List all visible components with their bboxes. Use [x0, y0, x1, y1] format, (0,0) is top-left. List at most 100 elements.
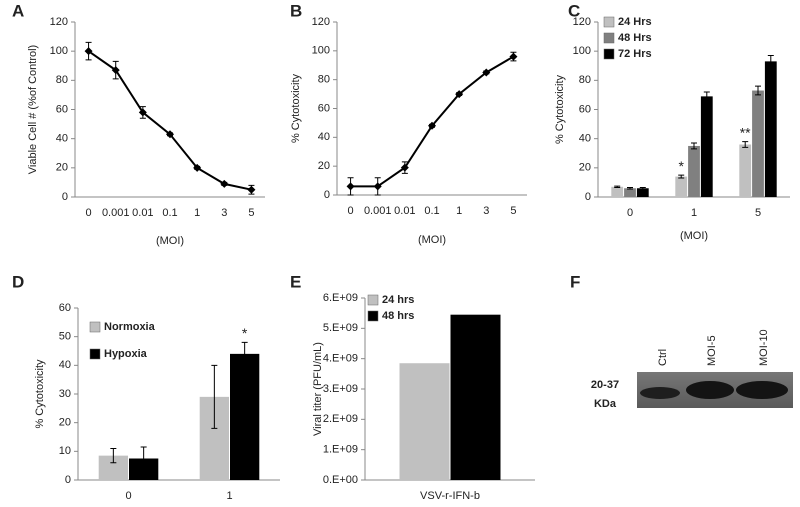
bar [675, 176, 688, 197]
legend-label: 24 Hrs [618, 16, 652, 28]
legend-swatch [603, 16, 615, 28]
marker [373, 182, 382, 191]
panel-label: B [290, 1, 302, 20]
panel-label: F [570, 272, 580, 291]
y-tick-label: 60 [56, 103, 68, 115]
error-bar [678, 174, 685, 179]
blot-band [686, 381, 734, 399]
error-bar [211, 364, 218, 429]
y-tick-label: 60 [318, 102, 330, 114]
y-tick-label: 0 [62, 191, 68, 203]
y-tick-label: 0.E+00 [323, 474, 358, 486]
error-bar [691, 142, 697, 150]
bar [764, 61, 777, 197]
x-tick-label: 0.1 [162, 207, 177, 219]
legend-swatch [603, 32, 615, 44]
panel-label: C [568, 1, 580, 20]
x-tick-label: 5 [248, 207, 254, 219]
y-tick-label: 50 [59, 331, 71, 343]
y-tick-label: 120 [312, 16, 330, 28]
bar [700, 96, 713, 197]
bar [636, 188, 649, 197]
y-tick-label: 80 [318, 74, 330, 86]
y-axis-label: Viable Cell # (%of Control) [27, 45, 39, 174]
y-tick-label: 120 [573, 16, 591, 28]
legend-label: 48 Hrs [618, 32, 652, 44]
marker [455, 90, 464, 99]
legend-label: Normoxia [104, 321, 156, 333]
y-tick-label: 100 [573, 45, 591, 57]
marker-label: 20-37 [591, 379, 619, 391]
x-tick-label: 1 [194, 207, 200, 219]
panel-label: A [12, 1, 24, 20]
lane-label: MOI-5 [706, 335, 718, 366]
y-tick-label: 80 [579, 74, 591, 86]
annotation: * [242, 325, 248, 341]
y-tick-label: 0 [585, 191, 591, 203]
marker [247, 185, 256, 194]
y-tick-label: 3.E+09 [323, 383, 358, 395]
y-axis-label: % Cytotoxicity [290, 73, 302, 143]
y-tick-label: 20 [56, 162, 68, 174]
y-tick-label: 40 [59, 359, 71, 371]
x-tick-label: 1 [691, 207, 697, 219]
y-tick-label: 0 [324, 189, 330, 201]
marker [138, 108, 147, 117]
x-tick-label: VSV-r-IFN-b [420, 490, 480, 502]
error-bar [755, 85, 761, 96]
bar [611, 186, 624, 197]
marker [193, 163, 202, 172]
error-bar [110, 447, 117, 464]
x-tick-label: 0.01 [394, 205, 415, 217]
x-tick-label: 3 [483, 205, 489, 217]
y-tick-label: 40 [56, 133, 68, 145]
lane-label: Ctrl [657, 349, 669, 366]
y-tick-label: 40 [579, 133, 591, 145]
y-tick-label: 5.E+09 [323, 322, 358, 334]
marker [428, 121, 436, 130]
y-tick-label: 100 [312, 45, 330, 57]
x-axis-label: (MOI) [680, 230, 708, 242]
y-axis-label: Viral titer (PFU/mL) [312, 342, 324, 436]
legend-label: 48 hrs [382, 310, 414, 322]
bar [230, 353, 260, 480]
panel-label: E [290, 272, 301, 291]
error-bar [742, 141, 749, 148]
line [350, 55, 514, 188]
x-tick-label: 5 [510, 205, 516, 217]
bar [752, 90, 764, 197]
panel-label: D [12, 272, 24, 291]
line [87, 50, 252, 191]
x-tick-label: 3 [221, 207, 227, 219]
legend-swatch [603, 48, 615, 60]
x-tick-label: 1 [456, 205, 462, 217]
blot-band [640, 387, 680, 399]
y-tick-label: 80 [56, 74, 68, 86]
y-tick-label: 120 [50, 16, 68, 28]
legend-swatch [89, 321, 101, 333]
lane-label: MOI-10 [758, 329, 770, 366]
y-tick-label: 0 [65, 474, 71, 486]
y-tick-label: 10 [59, 445, 71, 457]
error-bar [140, 446, 147, 471]
marker [84, 47, 93, 56]
y-tick-label: 1.E+09 [323, 444, 358, 456]
legend-label: 24 hrs [382, 294, 414, 306]
y-axis-label: % Cytotoxicity [554, 74, 566, 144]
y-tick-label: 60 [579, 103, 591, 115]
error-bar [627, 187, 633, 190]
y-tick-label: 20 [579, 162, 591, 174]
marker [111, 66, 120, 75]
bar [399, 363, 450, 480]
error-bar [614, 185, 621, 189]
x-tick-label: 0 [86, 207, 92, 219]
y-tick-label: 30 [59, 388, 71, 400]
bar [739, 144, 752, 197]
legend-label: 72 Hrs [618, 48, 652, 60]
annotation: * [678, 158, 684, 174]
y-tick-label: 20 [59, 417, 71, 429]
legend-swatch [367, 294, 379, 306]
bar [688, 145, 700, 197]
error-bar [703, 91, 710, 102]
